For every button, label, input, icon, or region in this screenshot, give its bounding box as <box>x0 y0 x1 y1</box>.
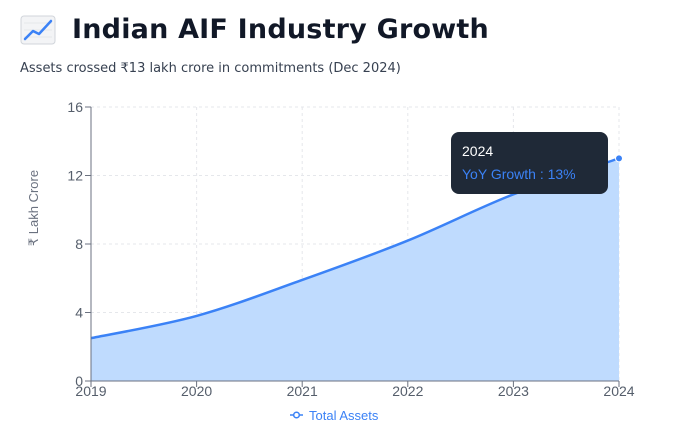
y-axis-title: ₹ Lakh Crore <box>26 170 41 246</box>
x-tick-label: 2024 <box>603 383 634 399</box>
y-tick-label: 8 <box>75 236 83 252</box>
x-tick-label: 2023 <box>498 383 529 399</box>
chart-increasing-icon <box>20 15 56 44</box>
x-tick-label: 2019 <box>75 383 106 399</box>
tooltip-value: YoY Growth : 13% <box>462 166 576 182</box>
series-area <box>91 158 619 381</box>
x-tick-label: 2020 <box>181 383 212 399</box>
header: Indian AIF Industry Growth <box>20 14 489 45</box>
y-tick-label: 16 <box>67 99 83 115</box>
page-subtitle: Assets crossed ₹13 lakh crore in commitm… <box>20 61 401 76</box>
y-tick-label: 4 <box>75 305 83 321</box>
active-point <box>615 154 623 163</box>
tooltip-title: 2024 <box>462 143 493 159</box>
legend-marker-icon <box>292 411 301 419</box>
page-title: Indian AIF Industry Growth <box>72 14 489 45</box>
tooltip-box <box>451 132 608 194</box>
x-tick-label: 2022 <box>392 383 423 399</box>
x-tick-label: 2021 <box>287 383 318 399</box>
y-tick-label: 12 <box>67 168 83 184</box>
y-tick-label: 0 <box>75 373 83 389</box>
legend-label: Total Assets <box>309 408 379 423</box>
